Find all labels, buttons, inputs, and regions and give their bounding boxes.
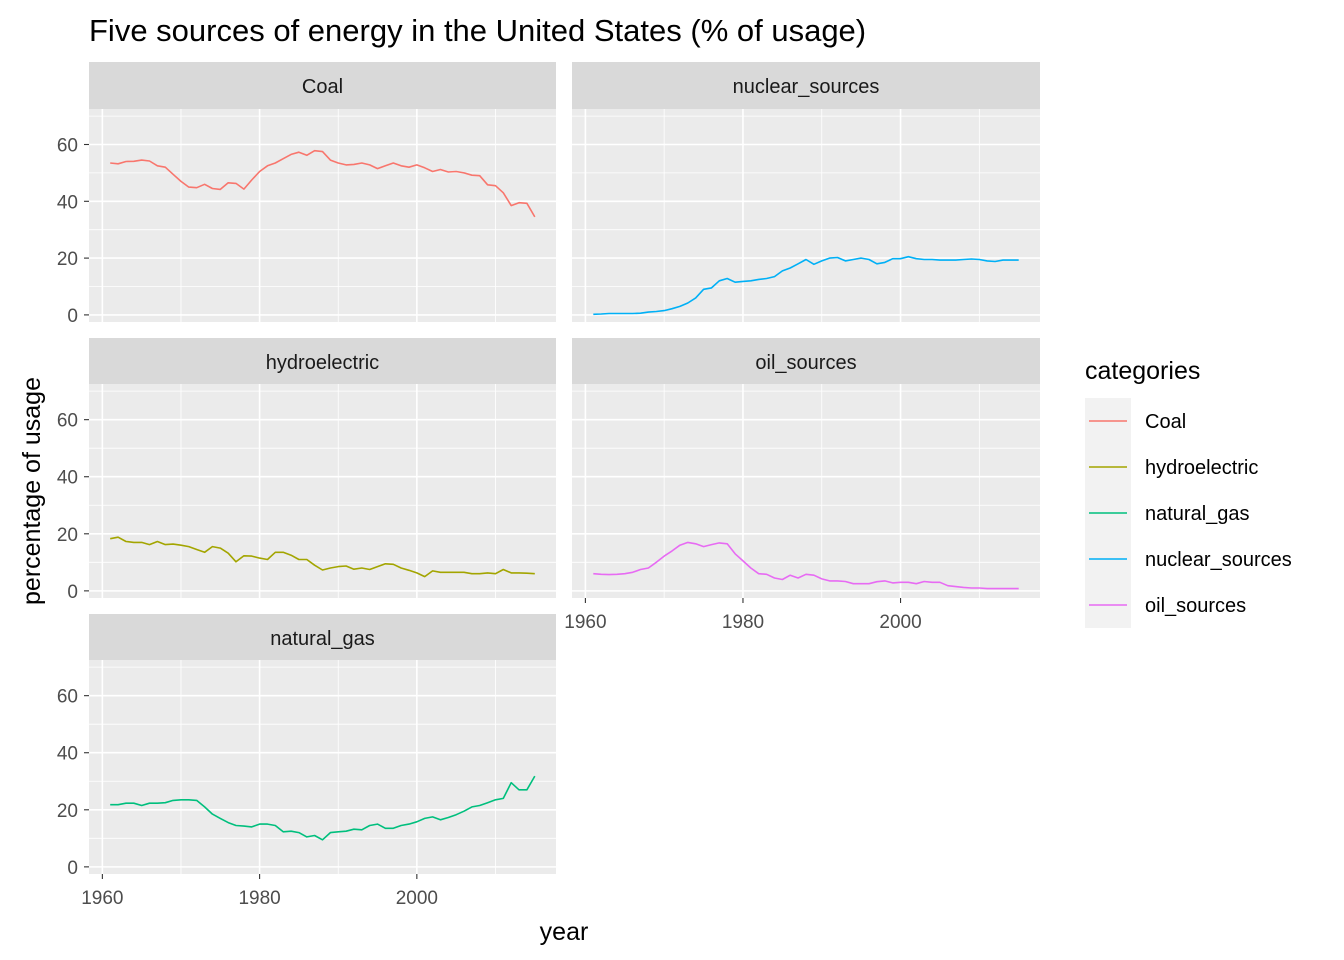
- strip-background: [89, 614, 556, 661]
- strip-background: [572, 338, 1040, 385]
- facet-panels: Coal 0 20 40 60 nuclear_sources hydroelectric 0…: [57, 62, 1040, 909]
- legend-item: hydroelectric: [1089, 457, 1258, 479]
- y-tick-label: 60: [57, 687, 78, 708]
- y-tick-label: 40: [57, 468, 78, 489]
- strip-label: natural_gas: [270, 628, 375, 650]
- x-axis-title: year: [540, 918, 589, 946]
- panel-oil_sources: oil_sources 1960 1980 2000: [564, 338, 1040, 633]
- panel-background: [572, 109, 1040, 322]
- y-tick-label: 0: [67, 306, 78, 327]
- x-tick-label: 2000: [879, 612, 921, 633]
- y-tick-label: 20: [57, 249, 78, 270]
- y-tick-label: 0: [67, 858, 78, 879]
- legend: categories Coal hydroelectric natural_gasn…: [1085, 357, 1292, 628]
- panel-background: [572, 384, 1040, 598]
- panel-hydroelectric: hydroelectric 0 20 40 60: [57, 338, 556, 603]
- series-line-Coal: [110, 149, 536, 218]
- y-tick-label: 20: [57, 801, 78, 822]
- strip-label: hydroelectric: [266, 352, 379, 374]
- x-tick-label: 1960: [81, 888, 123, 909]
- legend-item: oil_sources: [1089, 595, 1246, 617]
- panel-background: [89, 109, 556, 322]
- y-tick-label: 0: [67, 582, 78, 603]
- legend-label: natural_gas: [1145, 503, 1250, 525]
- legend-item: nuclear_sources: [1089, 549, 1292, 571]
- x-tick-label: 1960: [564, 612, 606, 633]
- y-tick-label: 60: [57, 136, 78, 157]
- strip-label: oil_sources: [755, 352, 856, 374]
- strip-background: [89, 338, 556, 385]
- x-tick-label: 2000: [396, 888, 438, 909]
- panel-Coal: Coal 0 20 40 60: [57, 62, 556, 327]
- legend-label: Coal: [1145, 411, 1186, 433]
- legend-label: hydroelectric: [1145, 457, 1258, 479]
- legend-label: nuclear_sources: [1145, 549, 1292, 571]
- panel-natural_gas: natural_gas 0 20 40 60 1960 1980 2000: [57, 614, 556, 909]
- x-tick-label: 1980: [238, 888, 280, 909]
- y-tick-label: 20: [57, 525, 78, 546]
- legend-label: oil_sources: [1145, 595, 1246, 617]
- strip-label: Coal: [302, 76, 343, 98]
- chart-title: Five sources of energy in the United Sta…: [89, 13, 866, 48]
- y-tick-label: 40: [57, 744, 78, 765]
- legend-title: categories: [1085, 357, 1200, 385]
- y-axis-title: percentage of usage: [18, 377, 46, 605]
- series-line-oil_sources: [593, 541, 1019, 590]
- panel-background: [89, 384, 556, 598]
- strip-label: nuclear_sources: [733, 76, 880, 98]
- legend-item: natural_gas: [1089, 503, 1250, 525]
- panel-background: [89, 660, 556, 874]
- y-tick-label: 60: [57, 411, 78, 432]
- x-tick-label: 1980: [722, 612, 764, 633]
- y-tick-label: 40: [57, 192, 78, 213]
- series-line-hydroelectric: [110, 536, 535, 578]
- panel-nuclear_sources: nuclear_sources: [572, 62, 1040, 322]
- legend-item: Coal: [1089, 411, 1186, 433]
- strip-background: [89, 62, 556, 109]
- strip-background: [572, 62, 1040, 109]
- series-line-natural_gas: [110, 775, 536, 841]
- series-line-nuclear_sources: [593, 255, 1019, 316]
